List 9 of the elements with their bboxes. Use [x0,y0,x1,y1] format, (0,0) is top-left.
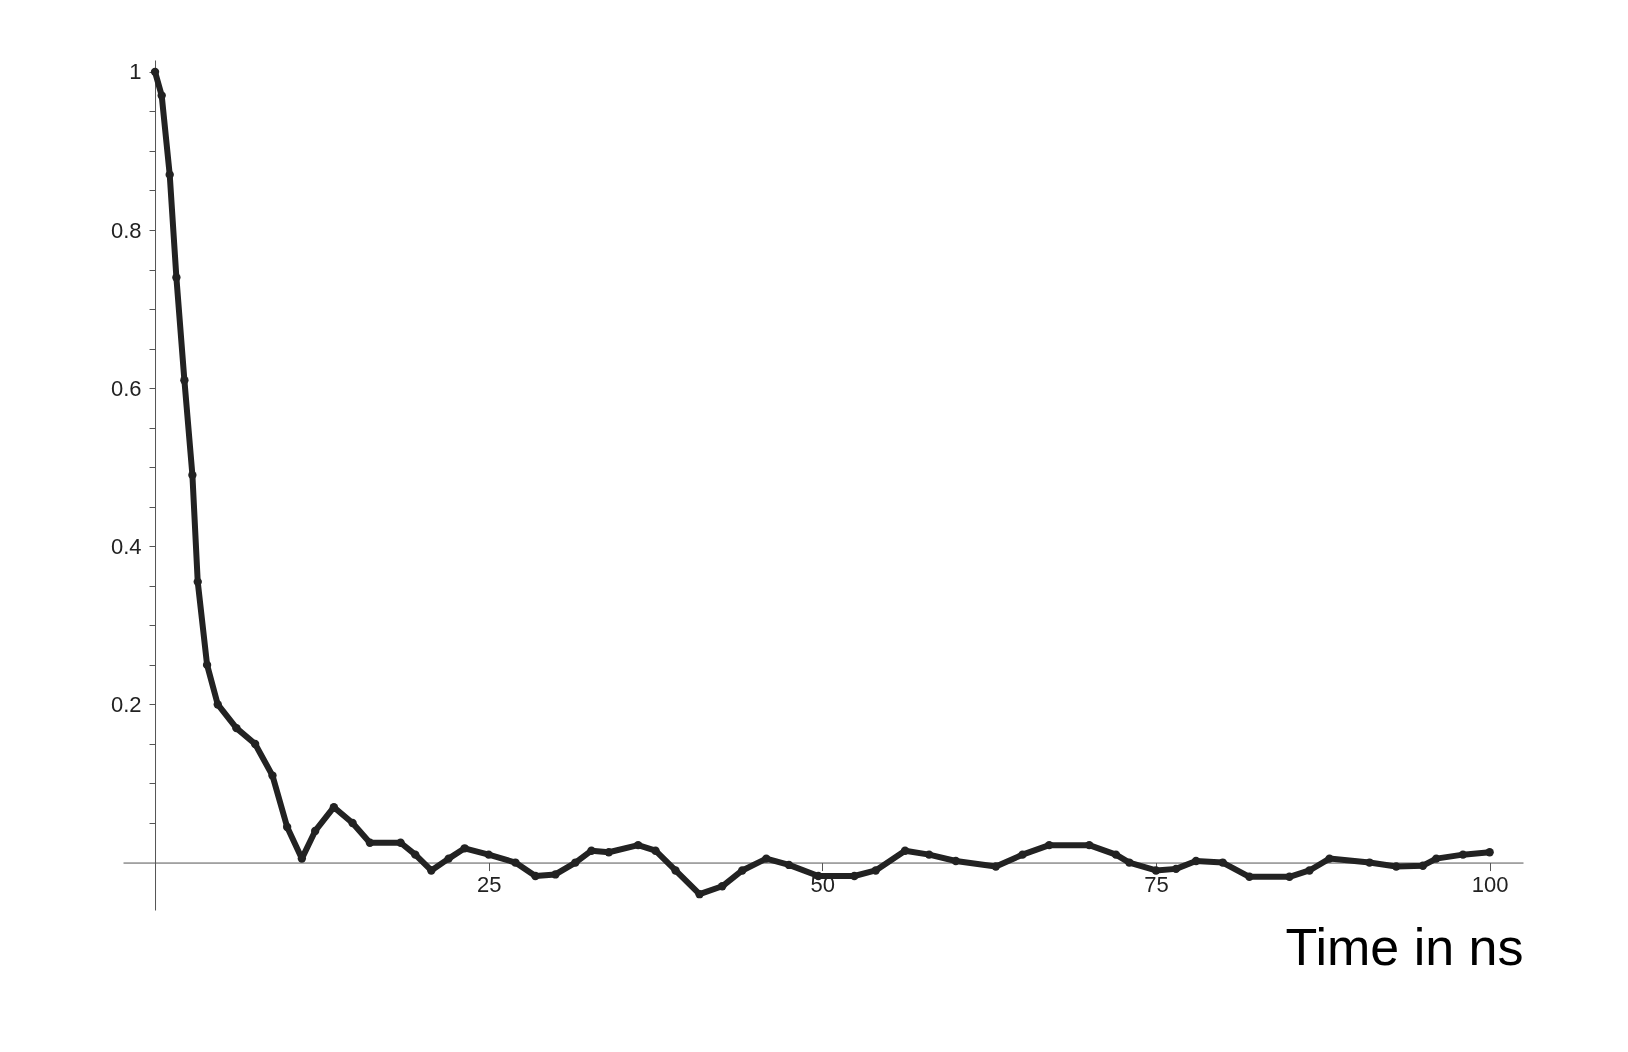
x-tick-label: 75 [1144,872,1169,898]
y-tick-label: 0.6 [110,375,142,401]
y-tick-label: 0.2 [110,691,142,717]
y-tick-label: 0.8 [110,217,142,243]
x-axis-title: Time in ns [1285,918,1524,977]
x-tick-label: 100 [1471,872,1509,898]
x-tick-label: 25 [476,872,502,898]
y-tick-label: 0.4 [110,533,142,559]
y-tick-label: 1 [129,59,142,85]
